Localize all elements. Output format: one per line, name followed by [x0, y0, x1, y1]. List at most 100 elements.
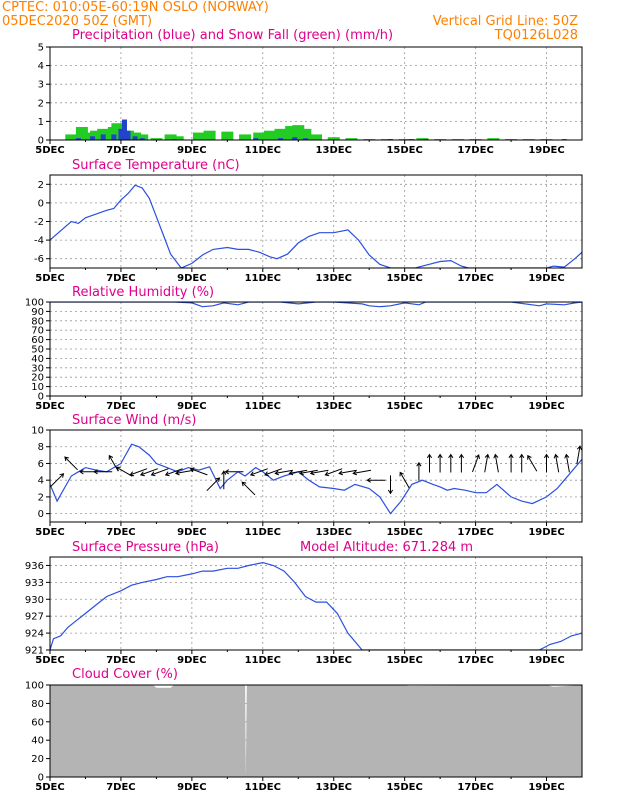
wind-arrow — [543, 453, 550, 473]
cloud-xtick-label: 5DEC — [35, 782, 64, 793]
wind-arrow — [150, 468, 169, 477]
snow-bar — [487, 138, 500, 140]
precip-bar — [111, 134, 117, 140]
temp-ytick-label: -6 — [34, 254, 44, 265]
snow-bar — [299, 128, 312, 140]
header-datetime: 05DEC2020 50Z (GMT) — [2, 14, 152, 29]
temp-ytick-label: -4 — [34, 236, 44, 247]
rh-ytick-label: 10 — [31, 382, 44, 393]
cloud-xtick-label: 11DEC — [245, 782, 281, 793]
cloud-cover-area — [50, 685, 582, 777]
rh-xtick-label: 19DEC — [528, 401, 564, 412]
pres-series-line — [50, 561, 582, 650]
snow-bar — [263, 130, 276, 140]
wind-arrow — [274, 469, 293, 476]
precip-plot — [65, 119, 567, 140]
wind-arrow — [352, 469, 372, 476]
precip-bar — [125, 130, 131, 140]
wind-arrow — [206, 477, 221, 492]
wind-arrow — [527, 454, 538, 472]
precip-bar — [292, 137, 298, 140]
snow-bar — [345, 138, 358, 140]
wind-ytick-label: 10 — [31, 426, 44, 437]
rh-xtick-label: 9DEC — [177, 401, 206, 412]
precip-ytick-label: 3 — [38, 80, 44, 91]
precip-bar — [132, 136, 138, 140]
wind-xtick-label: 9DEC — [177, 527, 206, 538]
rh-xtick-label: 17DEC — [457, 401, 493, 412]
cloud-title: Cloud Cover (%) — [72, 667, 178, 682]
snow-bar — [416, 138, 429, 140]
pres-ytick-label: 921 — [25, 646, 44, 657]
wind-ytick-label: 8 — [38, 442, 44, 453]
wind-arrow — [458, 453, 465, 473]
wind-arrow — [338, 469, 357, 476]
pres-ytick-label: 933 — [25, 578, 44, 589]
precip-xtick-label: 5DEC — [35, 145, 64, 156]
wind-arrow — [64, 456, 78, 471]
wind-xtick-label: 7DEC — [106, 527, 135, 538]
temp-xtick-label: 7DEC — [106, 273, 135, 284]
precip-bar — [118, 128, 124, 140]
wind-arrow — [189, 467, 208, 476]
snow-bar — [327, 137, 340, 140]
precip-ytick-label: 0 — [38, 136, 44, 147]
temp-xtick-label: 19DEC — [528, 273, 564, 284]
wind-arrow — [309, 469, 329, 476]
rh-ytick-label: 60 — [31, 335, 44, 346]
wind-arrow — [519, 453, 525, 473]
cloud-panel: 0 20 40 60 80 100 5DEC 7DEC 9DEC 11DEC 13DEC 15DEC 1… — [25, 681, 583, 793]
rh-frame — [49, 301, 583, 397]
precip-xtick-label: 15DEC — [386, 145, 422, 156]
wind-arrow — [416, 461, 422, 481]
rh-title: Relative Humidity (%) — [72, 285, 214, 300]
wind-arrow — [564, 453, 570, 473]
snow-bar — [310, 134, 322, 140]
rh-ytick-label: 80 — [31, 316, 44, 327]
wind-arrow — [241, 481, 256, 496]
wind-arrow — [164, 468, 183, 477]
cloud-ytick-label: 20 — [31, 754, 44, 765]
wind-arrow — [426, 453, 433, 473]
pres-xtick-label: 15DEC — [386, 655, 422, 666]
wind-ytick-label: 0 — [38, 509, 44, 520]
pres-frame — [49, 556, 583, 651]
cloud-xtick-label: 7DEC — [106, 782, 135, 793]
wind-arrow — [576, 445, 582, 465]
precip-xtick-label: 17DEC — [457, 145, 493, 156]
pres-altitude-annotation: Model Altitude: 671.284 m — [300, 540, 473, 555]
cloud-frame — [49, 684, 583, 778]
precip-xtick-label: 7DEC — [106, 145, 135, 156]
wind-arrow — [448, 453, 454, 473]
rh-ytick-label: 70 — [31, 326, 44, 337]
pres-xtick-label: 9DEC — [177, 655, 206, 666]
wind-arrow — [224, 469, 244, 475]
wind-arrow — [437, 453, 443, 473]
precip-frame — [49, 46, 583, 141]
wind-ytick-label: 4 — [38, 476, 44, 487]
temp-ytick-label: -2 — [34, 217, 44, 228]
wind-arrow — [288, 469, 308, 476]
pres-title: Surface Pressure (hPa) — [72, 540, 219, 555]
snow-bar — [203, 130, 216, 140]
precip-xtick-label: 11DEC — [245, 145, 281, 156]
wind-xtick-label: 5DEC — [35, 527, 64, 538]
wind-arrow — [264, 468, 283, 477]
cloud-xtick-label: 17DEC — [457, 782, 493, 793]
rh-ytick-label: 90 — [31, 307, 44, 318]
temp-xtick-label: 9DEC — [177, 273, 206, 284]
wind-arrow — [174, 469, 194, 476]
temp-ytick-label: 2 — [38, 180, 44, 191]
temp-xtick-label: 11DEC — [245, 273, 281, 284]
precip-ytick-label: 5 — [38, 43, 44, 54]
wind-panel: 0 2 4 6 8 10 5DEC 7DEC 9DEC 11DEC 13DEC 15DEC 17DEC 1… — [31, 426, 583, 538]
cloud-ytick-label: 60 — [31, 717, 44, 728]
header-grid-note: Vertical Grid Line: 50Z — [433, 14, 578, 29]
wind-arrow — [553, 453, 560, 473]
wind-arrow — [299, 469, 318, 476]
precip-xtick-label: 19DEC — [528, 145, 564, 156]
wind-xtick-label: 19DEC — [528, 527, 564, 538]
temp-xtick-label: 13DEC — [316, 273, 352, 284]
wind-series-line — [50, 443, 582, 515]
